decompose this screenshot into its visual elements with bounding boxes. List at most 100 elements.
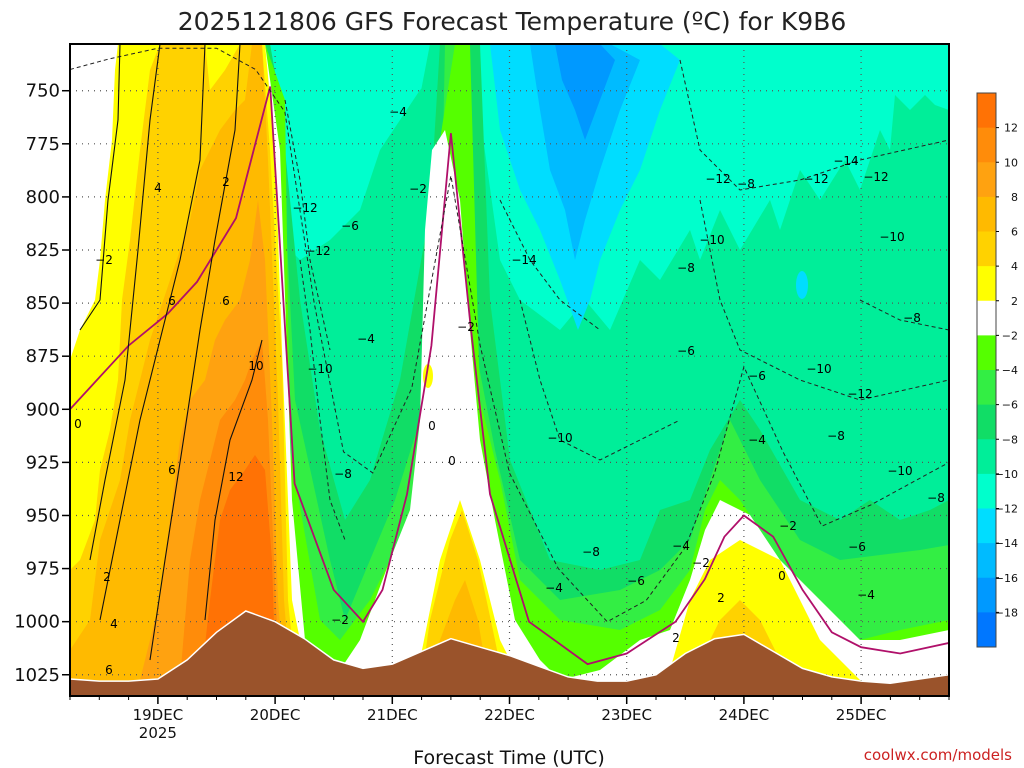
contour-label: 6	[168, 463, 176, 477]
contour-label: 0	[448, 454, 456, 468]
contour-label: −10	[307, 362, 332, 376]
contour-label: −10	[547, 431, 572, 445]
colorbar-swatch	[977, 612, 996, 648]
contour-label: −2	[409, 182, 427, 196]
contour-label: −2	[95, 253, 113, 267]
contour-label: −14	[511, 253, 536, 267]
isotherm-extra	[679, 59, 949, 191]
isotherm-0c	[70, 86, 949, 666]
colorbar-tick-label: −8	[1002, 433, 1018, 446]
contour-label: −4	[545, 581, 563, 595]
cold-pocket	[796, 271, 808, 299]
contour-label: −14	[833, 154, 858, 168]
contour-label: 0	[428, 419, 436, 433]
contour-label: −12	[847, 387, 872, 401]
colorbar-tick-label: 6	[1011, 226, 1018, 239]
colorbar-swatch	[977, 266, 996, 302]
x-tick-label: 25DEC	[836, 706, 887, 724]
colorbar-swatch	[977, 127, 996, 163]
contour-label: 2	[717, 591, 725, 605]
x-axis: 19DEC 20DEC 21DEC 22DEC 23DEC 24DEC 25DEC 2025	[69, 696, 950, 742]
contour-label: 2	[672, 631, 680, 645]
contour-label: −6	[848, 540, 866, 554]
contour-label: −12	[705, 172, 730, 186]
y-tick-label: 1025	[14, 665, 60, 686]
y-tick-label: 1000	[14, 612, 60, 633]
y-tick-label: 900	[26, 399, 60, 420]
contour-label: −8	[677, 261, 695, 275]
contour-label: −6	[627, 574, 645, 588]
contour-label: −4	[672, 539, 690, 553]
chart-title: 2025121806 GFS Forecast Temperature (ºC)…	[178, 7, 847, 36]
colorbar-swatch	[977, 300, 996, 336]
isotherm-warm	[79, 44, 121, 331]
terrain-fill	[70, 610, 949, 696]
colorbar-tick-label: −16	[995, 572, 1018, 585]
isotherm-lines	[70, 44, 949, 666]
contour-label: −8	[903, 311, 921, 325]
contour-label: −6	[748, 369, 766, 383]
colorbar-tick-label: 8	[1011, 191, 1018, 204]
contour-label: 6	[105, 663, 113, 677]
colorbar-tick-label: −14	[995, 537, 1018, 550]
y-tick-label: 925	[26, 452, 60, 473]
isotherm-warm	[89, 44, 161, 561]
contour-label: −10	[879, 230, 904, 244]
temp-band-m2	[70, 44, 949, 696]
contour-label: −12	[292, 201, 317, 215]
colorbar-tick-label: −12	[995, 503, 1018, 516]
x-axis-label: Forecast Time (UTC)	[413, 747, 604, 768]
contour-label: −6	[677, 344, 695, 358]
colorbar-legend: 12 10 8 6 4 2 −2 −4 −6 −8 −10 −12 −14 −16 −18	[976, 92, 1018, 648]
y-axis: 750 775 800 825 850 875 900 925 950 975 1000 1025	[14, 81, 70, 686]
contour-label: 6	[168, 294, 176, 308]
contour-label: −2	[331, 613, 349, 627]
terrain-surface	[70, 610, 949, 696]
x-tick-label: 19DEC	[133, 706, 184, 724]
colorbar-tick-label: 2	[1011, 295, 1018, 308]
x-tick-label: 22DEC	[484, 706, 535, 724]
contour-label: −12	[803, 172, 828, 186]
colorbar-swatch	[977, 370, 996, 406]
contour-label: −4	[748, 433, 766, 447]
colorbar-tick-label: 4	[1011, 260, 1018, 273]
contour-label: −12	[305, 244, 330, 258]
contour-label: 4	[154, 181, 162, 195]
colorbar-tick-label: 10	[1004, 156, 1018, 169]
isotherm-warm	[204, 339, 263, 621]
temp-band-m12	[70, 44, 949, 330]
temperature-field	[70, 44, 949, 696]
colorbar-swatch	[977, 473, 996, 510]
x-tick-label: 20DEC	[250, 706, 301, 724]
colorbar-swatch	[977, 508, 996, 544]
isotherm-extra	[699, 199, 949, 401]
x-tick-label: 21DEC	[367, 706, 418, 724]
contour-label: −2	[779, 519, 797, 533]
colorbar-swatch	[977, 577, 996, 613]
colorbar-swatch	[977, 543, 996, 579]
contour-label: 2	[103, 570, 111, 584]
x-tick-label: 24DEC	[719, 706, 770, 724]
isotherm-extra	[284, 99, 331, 351]
colorbar-swatch	[977, 439, 996, 475]
contour-label: −10	[887, 464, 912, 478]
contour-label: 6	[222, 294, 230, 308]
y-tick-label: 950	[26, 505, 60, 526]
contour-label: 4	[110, 617, 118, 631]
colorbar-tick-label: −10	[995, 468, 1018, 481]
isotherm-warm	[99, 44, 206, 621]
colorbar-tick-label: −18	[995, 606, 1018, 619]
y-tick-label: 975	[26, 559, 60, 580]
colorbar-swatch	[977, 93, 996, 129]
isotherm-extra	[859, 299, 949, 331]
contour-label: −8	[737, 177, 755, 191]
isotherm-extra	[299, 259, 346, 541]
colorbar-swatch	[977, 404, 996, 440]
contour-label: −6	[341, 219, 359, 233]
x-tick-label: 23DEC	[601, 706, 652, 724]
y-tick-label: 875	[26, 346, 60, 367]
contour-label: −2	[692, 556, 710, 570]
isotherm-extra	[519, 299, 681, 461]
